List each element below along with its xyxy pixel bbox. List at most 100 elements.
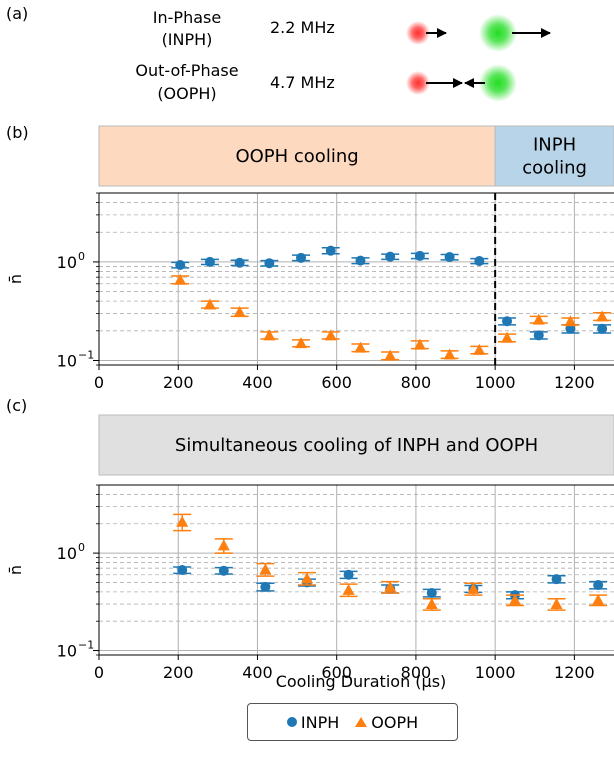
inph-point	[593, 580, 604, 591]
y-tick-exponent: 0	[78, 250, 85, 263]
mode-inph-abbrev: (INPH)	[162, 30, 213, 49]
x-tick-label: 1200	[554, 373, 595, 392]
band-label: cooling	[522, 158, 587, 179]
ooph-point	[342, 583, 355, 595]
panel-a-label: (a)	[6, 4, 28, 23]
inph-point	[355, 255, 366, 266]
y-tick-label: 10	[57, 253, 77, 272]
x-tick-label: 600	[321, 373, 352, 392]
x-tick-label: 800	[401, 663, 432, 682]
ooph-point	[413, 338, 426, 350]
y-axis-label: n̄	[6, 565, 25, 575]
ooph-point	[354, 341, 367, 353]
green-ion	[479, 14, 517, 52]
y-tick-exponent: −1	[78, 348, 94, 361]
panel-a: (a) In-Phase (INPH) 2.2 MHz Out-of-Phase…	[6, 4, 551, 103]
ooph-point	[174, 273, 187, 285]
ooph-point	[384, 580, 397, 592]
inph-point	[296, 252, 307, 263]
ooph-point	[217, 539, 230, 551]
ooph-point	[233, 306, 246, 318]
ooph-point	[592, 594, 605, 606]
ion-diagram	[406, 14, 551, 102]
ooph-point	[532, 313, 545, 325]
panel-c-chart: (c) Simultaneous cooling of INPH and OOPH…	[6, 396, 614, 682]
inph-point	[502, 316, 513, 327]
red-ion	[406, 71, 430, 95]
x-tick-label: 1000	[475, 373, 516, 392]
inph-point	[177, 565, 188, 576]
ooph-point	[300, 572, 313, 584]
x-tick-label: 200	[163, 373, 194, 392]
mode-ooph-frequency: 4.7 MHz	[270, 73, 335, 92]
legend: INPH OOPH	[247, 703, 458, 741]
ooph-point	[425, 598, 438, 610]
cooling-band	[494, 125, 614, 187]
y-axis-label: n̄	[6, 274, 25, 284]
inph-point	[444, 252, 455, 263]
inph-point	[533, 330, 544, 341]
ooph-point	[263, 329, 276, 341]
inph-point	[218, 565, 229, 576]
legend-label-inph: INPH	[300, 712, 340, 732]
y-tick-label: 10	[57, 544, 77, 563]
red-ion	[406, 21, 430, 45]
ooph-point	[324, 329, 337, 341]
inph-point	[204, 256, 215, 267]
ooph-point	[501, 331, 514, 343]
band-label: OOPH cooling	[235, 146, 358, 167]
inph-point	[343, 569, 354, 580]
y-tick-label: 10	[57, 642, 77, 661]
ooph-point	[203, 298, 216, 310]
panel-label: (c)	[6, 396, 27, 415]
mode-inph-name: In-Phase	[153, 8, 221, 27]
inph-point	[175, 260, 186, 271]
x-axis-label: Cooling Duration (μs)	[276, 672, 447, 691]
inph-point	[551, 574, 562, 585]
ooph-point	[443, 348, 456, 360]
inph-point	[234, 257, 245, 268]
x-tick-label: 200	[163, 663, 194, 682]
ooph-point	[550, 598, 563, 610]
legend-label-ooph: OOPH	[371, 712, 419, 732]
inph-point	[414, 250, 425, 261]
mode-inph-frequency: 2.2 MHz	[270, 18, 335, 37]
y-tick-exponent: 0	[78, 541, 85, 554]
inph-point	[426, 587, 437, 598]
inph-point	[385, 251, 396, 262]
triangle-marker-icon	[355, 717, 368, 727]
legend-item-ooph: OOPH	[355, 713, 418, 732]
circle-marker-icon	[286, 717, 297, 727]
cooling-band	[98, 414, 614, 476]
x-tick-label: 400	[242, 373, 273, 392]
ooph-point	[596, 310, 609, 322]
y-tick-exponent: −1	[78, 639, 94, 652]
ooph-point	[384, 349, 397, 361]
panel-label: (b)	[6, 123, 29, 142]
plot-area	[99, 485, 614, 655]
inph-point	[474, 256, 485, 267]
inph-point	[260, 581, 271, 592]
ooph-point	[564, 315, 577, 327]
inph-point	[597, 323, 608, 334]
legend-item-inph: INPH	[286, 712, 340, 732]
x-tick-label: 0	[94, 663, 104, 682]
band-label: Simultaneous cooling of INPH and OOPH	[175, 435, 538, 456]
ooph-point	[295, 337, 308, 349]
mode-ooph-name: Out-of-Phase	[135, 61, 238, 80]
x-tick-label: 1200	[554, 663, 595, 682]
ooph-point	[473, 343, 486, 355]
inph-point	[264, 258, 275, 269]
x-tick-label: 0	[94, 373, 104, 392]
y-tick-label: 10	[57, 351, 77, 370]
plot-area	[99, 193, 614, 365]
ooph-point	[176, 515, 189, 527]
x-tick-label: 600	[321, 663, 352, 682]
band-label: INPH	[533, 135, 576, 156]
ooph-point	[508, 594, 521, 606]
ooph-point	[259, 563, 272, 575]
mode-ooph-abbrev: (OOPH)	[157, 84, 216, 103]
green-ion	[479, 64, 517, 102]
